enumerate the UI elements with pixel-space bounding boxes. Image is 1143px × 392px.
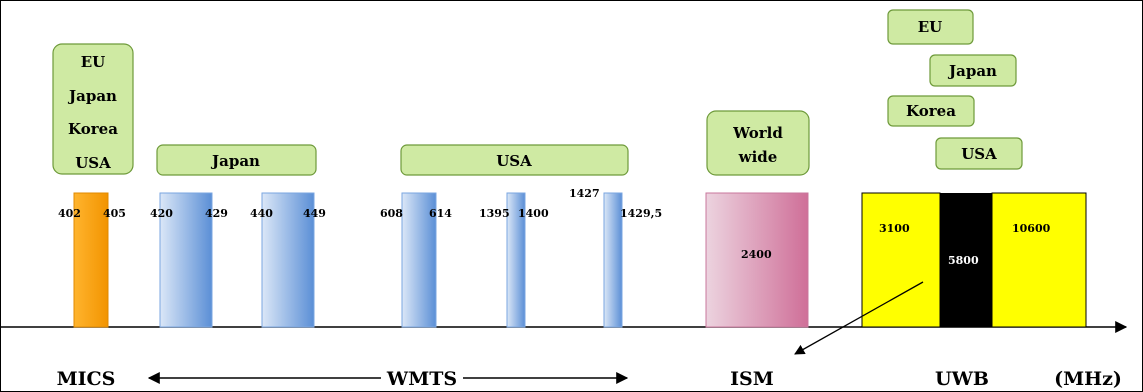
uwb-usa-label: USA xyxy=(961,145,997,163)
freq-label-1395: 1395 xyxy=(479,207,510,220)
band-name-mics: MICS xyxy=(57,368,116,390)
freq-label-3100: 3100 xyxy=(879,222,910,235)
freq-label-614: 614 xyxy=(429,207,452,220)
mics-region-usa: USA xyxy=(75,154,111,172)
uwb-korea-label: Korea xyxy=(906,102,956,120)
uwb-korea-region-box xyxy=(887,95,975,127)
band-name-wmts: WMTS xyxy=(386,368,457,390)
freq-label-420: 420 xyxy=(150,207,173,220)
uwb-pointer-arrow xyxy=(794,281,924,355)
freq-label-2400: 2400 xyxy=(741,248,772,261)
mics-region-korea: Korea xyxy=(68,120,118,138)
freq-label-440: 440 xyxy=(250,207,273,220)
wmts-japan-label: Japan xyxy=(210,152,260,170)
wmts-band-bar-440 xyxy=(261,192,315,328)
freq-label-5800: 5800 xyxy=(948,254,979,267)
wmts-band-bar-608 xyxy=(401,192,437,328)
ism-region-box xyxy=(706,110,810,176)
ism-band-bar xyxy=(705,192,809,328)
uwb-band-bar-right xyxy=(991,192,1087,328)
freq-label-608: 608 xyxy=(380,207,403,220)
wmts-usa-region-box xyxy=(400,144,629,176)
wmts-band-bar-1395 xyxy=(506,192,526,328)
ism-region-wide: wide xyxy=(738,148,778,166)
wmts-band-bar-420 xyxy=(159,192,213,328)
wmts-band-bar-1427 xyxy=(603,192,623,328)
uwb-eu-region-box xyxy=(887,9,974,45)
freq-label-449: 449 xyxy=(303,207,326,220)
band-name-ism: ISM xyxy=(730,368,774,390)
wmts-usa-label: USA xyxy=(496,152,532,170)
uwb-japan-region-box xyxy=(929,54,1017,87)
wmts-japan-region-box xyxy=(156,144,317,176)
uwb-band-bar-center xyxy=(940,193,992,327)
uwb-band-bar-left xyxy=(861,192,941,328)
freq-label-1427: 1427 xyxy=(569,187,600,200)
mics-region-eu: EU xyxy=(81,53,106,71)
freq-label-1429-5: 1429,5 xyxy=(620,207,662,220)
freq-label-10600: 10600 xyxy=(1012,222,1051,235)
band-name-uwb: UWB xyxy=(935,368,989,390)
mics-region-japan: Japan xyxy=(67,87,117,105)
uwb-usa-region-box xyxy=(935,137,1023,170)
uwb-japan-label: Japan xyxy=(947,62,997,80)
unit-label: (MHz) xyxy=(1054,368,1122,390)
uwb-eu-label: EU xyxy=(918,18,943,36)
freq-label-429: 429 xyxy=(205,207,228,220)
freq-label-405: 405 xyxy=(103,207,126,220)
ism-region-world: World xyxy=(732,124,783,142)
freq-label-402: 402 xyxy=(58,207,81,220)
mics-region-box xyxy=(52,43,134,175)
mics-band-bar xyxy=(73,192,109,328)
freq-label-1400: 1400 xyxy=(518,207,549,220)
